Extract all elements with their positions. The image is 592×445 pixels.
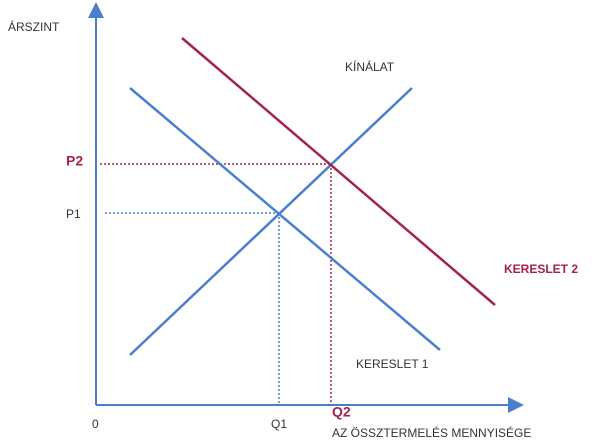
q1-label: Q1 bbox=[271, 417, 287, 431]
demand-1-label: KERESLET 1 bbox=[356, 357, 429, 371]
p2-label: P2 bbox=[66, 153, 83, 169]
demand-2-label: KERESLET 2 bbox=[504, 262, 578, 276]
demand-1-line bbox=[129, 87, 441, 351]
p1-label: P1 bbox=[66, 207, 81, 221]
supply-label: KÍNÁLAT bbox=[345, 59, 395, 74]
supply-line bbox=[129, 87, 413, 356]
demand-2-line bbox=[181, 37, 496, 306]
y-axis-label: ÁRSZINT bbox=[8, 19, 60, 34]
x-axis-label: AZ ÖSSZTERMELÉS MENNYISÉGE bbox=[332, 425, 531, 440]
origin-label: 0 bbox=[92, 417, 99, 431]
q2-label: Q2 bbox=[332, 404, 351, 420]
